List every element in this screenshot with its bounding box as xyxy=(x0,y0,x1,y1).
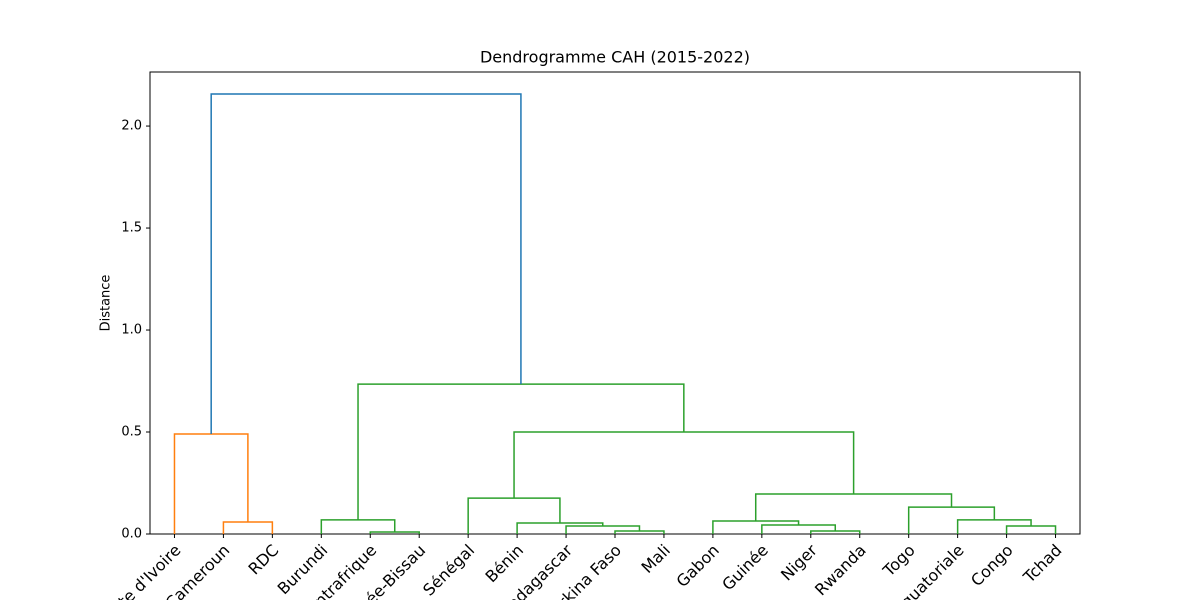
link xyxy=(222,521,274,534)
link xyxy=(565,525,641,534)
y-tick-label: 1.5 xyxy=(121,221,142,236)
link xyxy=(357,383,685,520)
leaf-label: Guinée xyxy=(718,541,772,595)
plot-frame xyxy=(149,71,1081,535)
leaf-label: Tchad xyxy=(1019,541,1066,588)
leaf-label: Congo xyxy=(967,541,1017,591)
y-axis-label: Distance xyxy=(99,275,114,332)
y-tick-label: 2.0 xyxy=(121,119,142,134)
y-tick-label: 1.0 xyxy=(121,323,142,338)
leaf-label: Bénin xyxy=(481,541,527,587)
link xyxy=(907,506,996,534)
leaf-label: Rwanda xyxy=(811,541,870,600)
link xyxy=(1005,525,1057,534)
leaf-label: Gabon xyxy=(672,541,722,591)
y-tick-label: 0.5 xyxy=(121,425,142,440)
link xyxy=(516,522,604,534)
link xyxy=(173,433,249,534)
leaf-label: RDC xyxy=(244,541,282,579)
link xyxy=(210,93,522,435)
leaf-label: Niger xyxy=(777,540,821,584)
chart-title: Dendrogramme CAH (2015-2022) xyxy=(480,48,750,67)
link xyxy=(513,431,855,499)
link xyxy=(712,520,800,534)
link xyxy=(761,524,837,534)
leaf-label: Sénégal xyxy=(419,541,478,600)
y-tick-label: 0.0 xyxy=(121,527,142,542)
link xyxy=(467,497,561,534)
leaf-label: Mali xyxy=(638,541,674,577)
link xyxy=(320,519,396,534)
link xyxy=(956,519,1032,534)
leaf-label: Togo xyxy=(879,541,919,581)
